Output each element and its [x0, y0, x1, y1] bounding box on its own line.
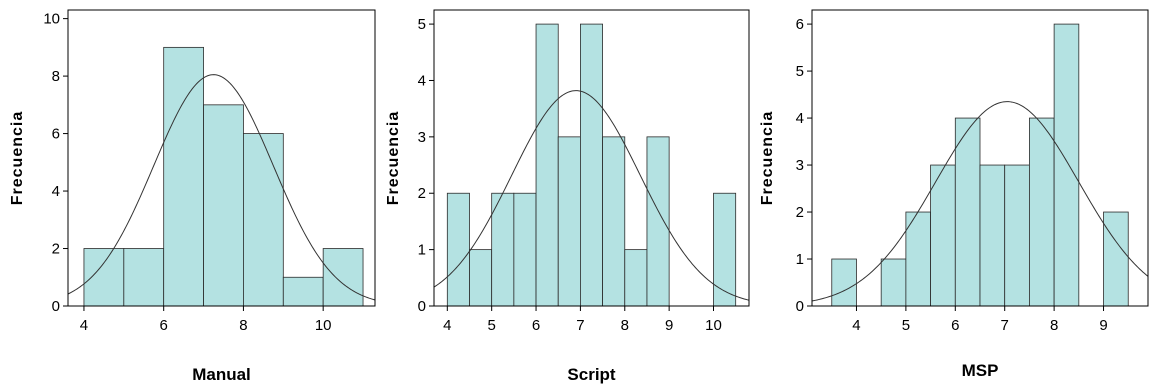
x-tick-label: 7 [576, 317, 584, 334]
histogram-bar [954, 117, 981, 307]
y-tick-label: 6 [52, 126, 60, 143]
y-tick-label: 2 [796, 204, 804, 221]
histogram-bar [831, 258, 857, 307]
y-tick-label: 4 [52, 183, 60, 200]
histogram-bar [243, 133, 284, 307]
histogram-bar [905, 211, 931, 307]
x-tick-label: 6 [532, 317, 540, 334]
y-tick-label: 1 [796, 251, 804, 268]
y-tick-label: 10 [43, 11, 60, 28]
x-tick-label: 9 [665, 317, 673, 334]
y-tick-label: 2 [52, 241, 60, 258]
histogram-bar [979, 164, 1006, 307]
histogram-bar [203, 104, 244, 307]
histogram-bar [282, 276, 324, 307]
y-tick-label: 6 [796, 16, 804, 33]
histogram-bar [535, 23, 559, 307]
y-tick-label: 5 [796, 63, 804, 80]
histogram-bar [123, 248, 165, 307]
histogram-bar [930, 164, 956, 307]
y-tick-label: 0 [796, 298, 804, 315]
x-axis-label: MSP [962, 361, 999, 380]
histogram-bar [446, 192, 470, 307]
histogram-bar [602, 136, 626, 307]
y-tick-label: 5 [418, 16, 426, 33]
x-tick-label: 8 [1050, 317, 1058, 334]
plot-frame [433, 9, 750, 307]
histogram-msp: 0 1 2 3 4 5 6 4 5 6 7 8 9 MSP Frecuencia [759, 9, 1149, 380]
x-tick-label: 10 [705, 317, 722, 334]
x-tick-label: 8 [621, 317, 629, 334]
histogram-bar [513, 192, 537, 307]
x-axis-label: Manual [192, 365, 251, 384]
x-tick-label: 6 [951, 317, 959, 334]
histogram-script: 0 1 2 3 4 5 4 5 6 7 8 9 10 Script Frecuencia [385, 9, 750, 384]
y-tick-label: 1 [418, 242, 426, 259]
x-tick-label: 4 [80, 317, 88, 334]
y-tick-label: 3 [418, 129, 426, 146]
histogram-bar [624, 249, 648, 307]
histogram-bar [580, 23, 603, 307]
x-tick-label: 10 [315, 317, 332, 334]
histogram-bar [1004, 164, 1030, 307]
y-axis-label: Frecuencia [759, 111, 776, 205]
histogram-bar [469, 249, 493, 307]
x-tick-label: 4 [443, 317, 451, 334]
x-tick-label: 5 [902, 317, 910, 334]
histogram-bar [1053, 23, 1080, 307]
normal-curve [811, 101, 1149, 302]
y-tick-label: 8 [52, 68, 60, 85]
plot-frame [811, 9, 1149, 307]
y-axis-label: Frecuencia [385, 111, 402, 205]
normal-curve [433, 90, 750, 301]
x-axis-label: Script [567, 365, 616, 384]
y-tick-label: 4 [796, 110, 804, 127]
histogram-bar [557, 136, 581, 307]
plot-frame [67, 9, 376, 307]
histogram-bar [163, 46, 204, 307]
histogram-bar [1029, 117, 1055, 307]
y-axis-label: Frecuencia [9, 111, 26, 205]
y-tick-label: 0 [418, 298, 426, 315]
histogram-bar [491, 192, 515, 307]
x-tick-label: 8 [239, 317, 247, 334]
histogram-bar [713, 192, 737, 307]
x-tick-label: 9 [1099, 317, 1107, 334]
y-tick-label: 2 [418, 185, 426, 202]
x-tick-label: 4 [852, 317, 860, 334]
histogram-bar [83, 248, 125, 307]
x-tick-label: 7 [1001, 317, 1009, 334]
y-tick-label: 3 [796, 157, 804, 174]
histogram-bar [646, 136, 670, 307]
x-tick-label: 5 [488, 317, 496, 334]
histogram-bar [880, 258, 907, 307]
normal-curve [67, 74, 376, 301]
x-tick-label: 6 [160, 317, 168, 334]
histogram-bar [1103, 211, 1129, 307]
y-tick-label: 0 [52, 298, 60, 315]
histogram-bar [322, 248, 364, 307]
y-tick-label: 4 [418, 72, 426, 89]
histogram-manual: 0 2 4 6 8 10 4 6 8 10 Manual Frecuencia [9, 9, 376, 384]
